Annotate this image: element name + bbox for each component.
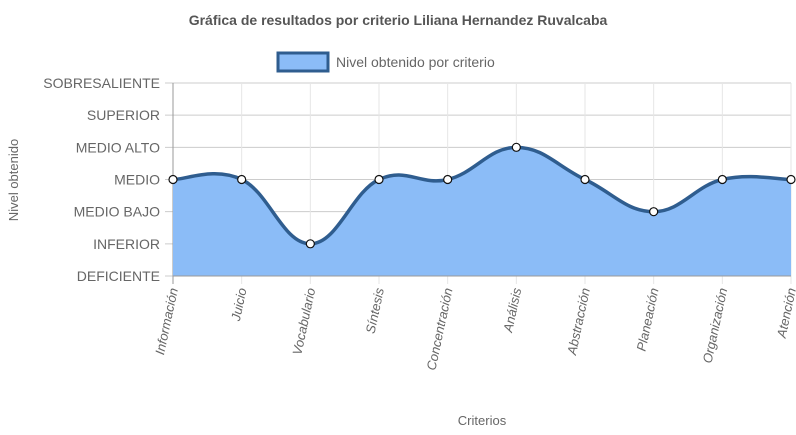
y-axis-label: Nivel obtenido: [6, 139, 21, 221]
legend-label: Nivel obtenido por criterio: [336, 54, 495, 70]
data-point[interactable]: [168, 174, 178, 185]
series-line: [172, 145, 792, 246]
data-point[interactable]: [305, 239, 315, 249]
data-point[interactable]: [443, 174, 453, 185]
x-tick-label: Síntesis: [363, 286, 387, 335]
x-tick-label: Análisis: [500, 286, 524, 334]
x-tick-label: Planeación: [634, 287, 662, 353]
plot-area: [172, 145, 792, 277]
data-point[interactable]: [580, 174, 590, 185]
data-point[interactable]: [649, 207, 659, 217]
legend[interactable]: Nivel obtenido por criterio: [276, 51, 495, 73]
data-point[interactable]: [237, 174, 247, 185]
data-point[interactable]: [786, 174, 796, 185]
legend-swatch: [276, 51, 330, 73]
x-tick-label: Juicio: [228, 287, 250, 324]
data-point[interactable]: [511, 142, 521, 152]
x-tick-label: Abstracción: [564, 287, 593, 358]
y-tick-label: DEFICIENTE: [77, 268, 160, 284]
x-tick-label: Organización: [700, 287, 731, 365]
x-tick-label: Vocabulario: [289, 287, 318, 357]
y-tick-label: MEDIO ALTO: [76, 139, 160, 155]
data-points: [168, 142, 796, 249]
y-tick-label: INFERIOR: [93, 236, 160, 252]
chart-title: Gráfica de resultados por criterio Lilia…: [189, 12, 608, 28]
series-area: [173, 147, 791, 276]
x-tick-label: Atención: [774, 287, 796, 341]
x-tick-label: Información: [152, 287, 181, 357]
x-ticks: Información Juicio Vocabulario Síntesis Conc…: [152, 286, 796, 372]
x-tick-label: Concentración: [424, 287, 456, 372]
y-tick-label: SOBRESALIENTE: [43, 75, 160, 91]
y-tick-label: MEDIO BAJO: [74, 204, 160, 220]
x-axis-label: Criterios: [458, 413, 507, 428]
y-tick-label: SUPERIOR: [87, 107, 160, 123]
y-tick-label: MEDIO: [114, 172, 160, 188]
data-point[interactable]: [374, 174, 384, 185]
data-point[interactable]: [717, 174, 727, 185]
y-ticks: DEFICIENTE INFERIOR MEDIO BAJO MEDIO MEDIO A…: [43, 75, 160, 284]
